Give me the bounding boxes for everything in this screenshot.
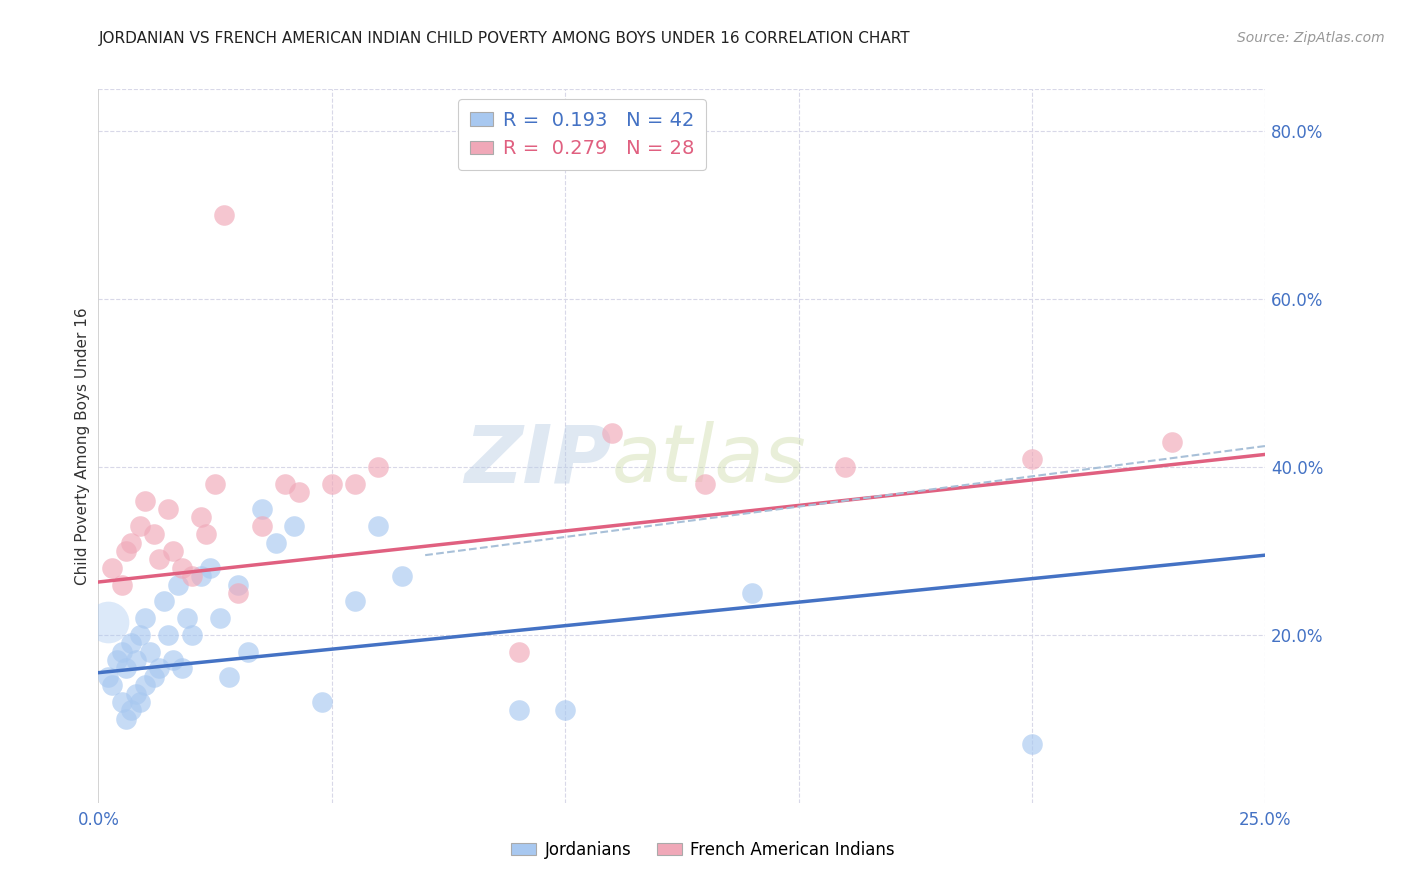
Point <box>218 670 240 684</box>
Point <box>508 645 530 659</box>
Point <box>120 636 142 650</box>
Point <box>111 577 134 591</box>
Point <box>344 476 367 491</box>
Text: ZIP: ZIP <box>464 421 612 500</box>
Point <box>129 695 152 709</box>
Point <box>288 485 311 500</box>
Point <box>157 502 180 516</box>
Point <box>190 510 212 524</box>
Point <box>367 518 389 533</box>
Point <box>367 460 389 475</box>
Point <box>208 611 231 625</box>
Point <box>115 712 138 726</box>
Point <box>695 476 717 491</box>
Point <box>134 611 156 625</box>
Point <box>111 645 134 659</box>
Point <box>143 670 166 684</box>
Point <box>152 594 174 608</box>
Point <box>97 670 120 684</box>
Point <box>214 208 236 222</box>
Point <box>180 628 202 642</box>
Point <box>554 703 576 717</box>
Point <box>236 645 259 659</box>
Point <box>101 678 124 692</box>
Point <box>125 653 148 667</box>
Point <box>344 594 367 608</box>
Point <box>250 502 273 516</box>
Legend: R =  0.193   N = 42, R =  0.279   N = 28: R = 0.193 N = 42, R = 0.279 N = 28 <box>458 99 706 170</box>
Point <box>311 695 333 709</box>
Point <box>1021 737 1043 751</box>
Point <box>204 476 226 491</box>
Point <box>200 560 222 574</box>
Point <box>264 535 287 549</box>
Point <box>157 628 180 642</box>
Point <box>105 653 128 667</box>
Point <box>120 703 142 717</box>
Point <box>228 577 250 591</box>
Point <box>1161 434 1184 449</box>
Point <box>97 615 120 630</box>
Point <box>162 544 184 558</box>
Point <box>508 703 530 717</box>
Point <box>134 493 156 508</box>
Point <box>120 535 142 549</box>
Text: Source: ZipAtlas.com: Source: ZipAtlas.com <box>1237 31 1385 45</box>
Point <box>139 645 162 659</box>
Point <box>321 476 343 491</box>
Point <box>172 661 194 675</box>
Point <box>166 577 188 591</box>
Point <box>162 653 184 667</box>
Point <box>1021 451 1043 466</box>
Legend: Jordanians, French American Indians: Jordanians, French American Indians <box>505 835 901 866</box>
Text: atlas: atlas <box>612 421 807 500</box>
Point <box>148 552 170 566</box>
Point <box>834 460 856 475</box>
Point <box>115 544 138 558</box>
Point <box>190 569 212 583</box>
Point <box>274 476 297 491</box>
Point <box>600 426 623 441</box>
Point <box>194 527 217 541</box>
Point <box>129 518 152 533</box>
Point <box>115 661 138 675</box>
Y-axis label: Child Poverty Among Boys Under 16: Child Poverty Among Boys Under 16 <box>75 307 90 585</box>
Point <box>180 569 202 583</box>
Point <box>176 611 198 625</box>
Point <box>125 687 148 701</box>
Point <box>101 560 124 574</box>
Point <box>134 678 156 692</box>
Point <box>172 560 194 574</box>
Point <box>250 518 273 533</box>
Point <box>111 695 134 709</box>
Point <box>143 527 166 541</box>
Point <box>228 586 250 600</box>
Point <box>283 518 305 533</box>
Point <box>741 586 763 600</box>
Point <box>129 628 152 642</box>
Text: JORDANIAN VS FRENCH AMERICAN INDIAN CHILD POVERTY AMONG BOYS UNDER 16 CORRELATIO: JORDANIAN VS FRENCH AMERICAN INDIAN CHIL… <box>98 31 910 46</box>
Point <box>391 569 413 583</box>
Point <box>148 661 170 675</box>
